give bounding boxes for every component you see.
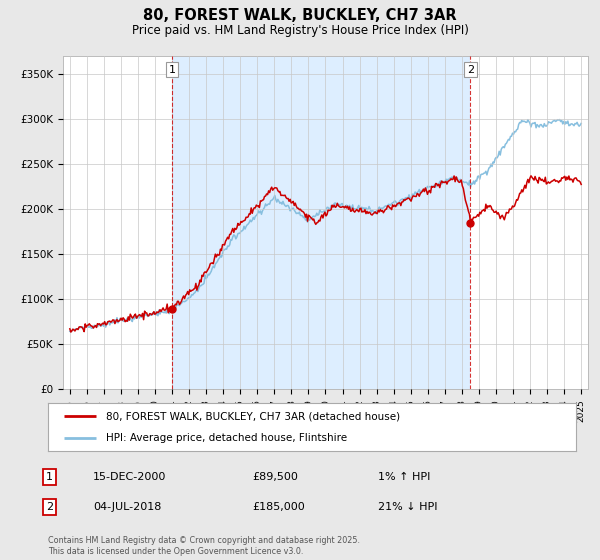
Text: 1% ↑ HPI: 1% ↑ HPI (378, 472, 430, 482)
Text: 80, FOREST WALK, BUCKLEY, CH7 3AR (detached house): 80, FOREST WALK, BUCKLEY, CH7 3AR (detac… (106, 411, 400, 421)
Text: £185,000: £185,000 (252, 502, 305, 512)
Text: Contains HM Land Registry data © Crown copyright and database right 2025.
This d: Contains HM Land Registry data © Crown c… (48, 536, 360, 556)
Text: Price paid vs. HM Land Registry's House Price Index (HPI): Price paid vs. HM Land Registry's House … (131, 24, 469, 36)
Text: 2: 2 (467, 64, 474, 74)
Text: 15-DEC-2000: 15-DEC-2000 (93, 472, 166, 482)
Text: 1: 1 (169, 64, 176, 74)
Text: £89,500: £89,500 (252, 472, 298, 482)
Text: HPI: Average price, detached house, Flintshire: HPI: Average price, detached house, Flin… (106, 433, 347, 443)
Text: 80, FOREST WALK, BUCKLEY, CH7 3AR: 80, FOREST WALK, BUCKLEY, CH7 3AR (143, 8, 457, 24)
Text: 21% ↓ HPI: 21% ↓ HPI (378, 502, 437, 512)
Text: 04-JUL-2018: 04-JUL-2018 (93, 502, 161, 512)
Text: 1: 1 (46, 472, 53, 482)
Bar (172, 56, 470, 389)
Text: 2: 2 (46, 502, 53, 512)
